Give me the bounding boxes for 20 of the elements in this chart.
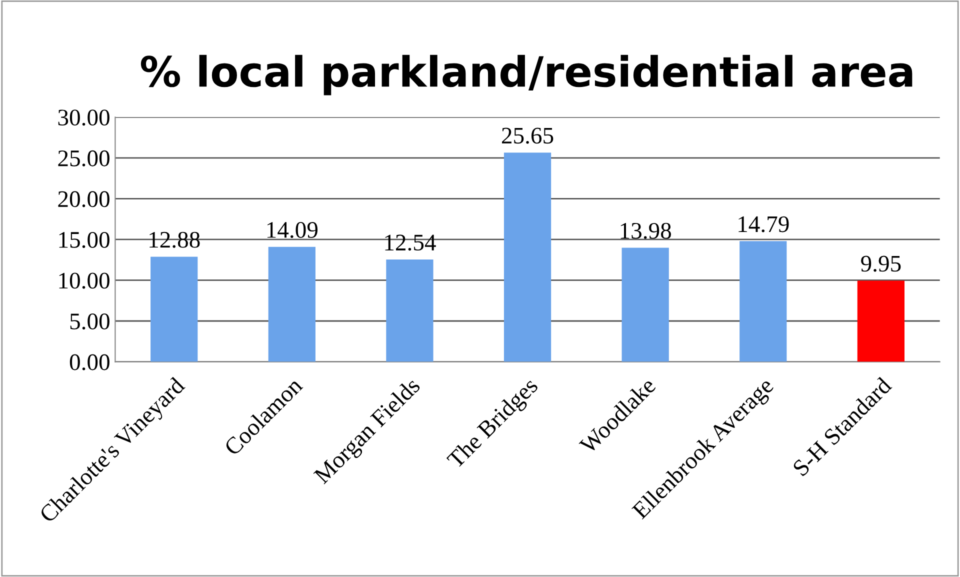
y-tick-label: 30.00 <box>58 110 110 126</box>
data-label: 13.98 <box>620 222 671 239</box>
y-tick-label: 10.00 <box>59 272 110 289</box>
y-tick-label: 20.00 <box>58 191 110 208</box>
data-label: 9.95 <box>861 256 901 272</box>
bar <box>622 248 669 362</box>
y-tick-label: 25.00 <box>58 150 110 166</box>
bar <box>386 260 434 362</box>
data-label: 25.65 <box>502 128 554 144</box>
y-tick-label: 15.00 <box>59 232 110 248</box>
bar <box>504 152 552 362</box>
bar <box>740 241 787 362</box>
bar <box>857 280 904 362</box>
y-tick-label: 5.00 <box>70 313 110 330</box>
data-label: 14.09 <box>267 222 318 238</box>
bar <box>150 256 198 362</box>
chart-title: % local parkland/residential area <box>140 54 912 96</box>
y-tick-label: 0.00 <box>70 354 110 370</box>
data-label: 14.79 <box>738 216 789 232</box>
bar <box>268 246 316 362</box>
